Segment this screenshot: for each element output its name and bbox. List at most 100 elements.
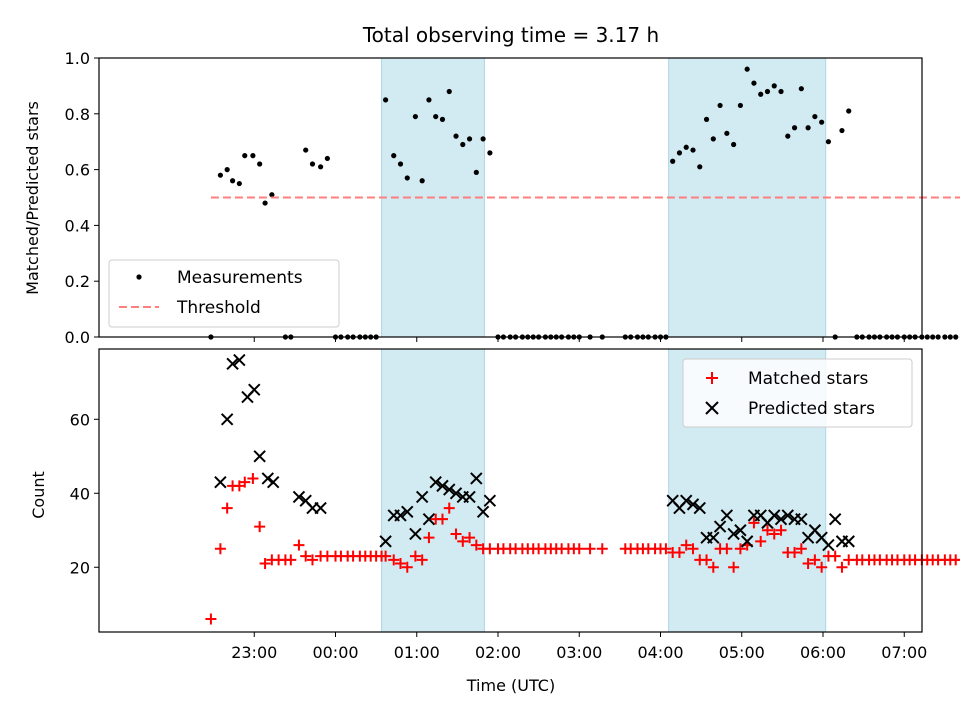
matched-stars-point <box>728 561 740 573</box>
measurement-point <box>391 153 397 159</box>
measurement-point <box>683 144 689 150</box>
predicted-stars-point <box>401 505 414 518</box>
legend-matched-marker <box>706 372 718 384</box>
measurement-point <box>324 155 330 162</box>
measurement-point <box>224 167 230 173</box>
measurement-point <box>690 147 696 153</box>
predicted-stars-point <box>292 490 306 504</box>
predicted-stars-point <box>686 498 700 511</box>
predicted-stars-point <box>463 490 476 504</box>
predicted-stars-point <box>476 505 490 518</box>
predicted-stars-point <box>828 512 842 526</box>
predicted-stars-point <box>795 512 808 526</box>
matched-stars-point <box>956 558 960 561</box>
predicted-stars-point <box>768 509 781 522</box>
matched-stars-point <box>816 561 828 573</box>
x-tick-label: 23:00 <box>231 643 277 662</box>
matched-stars-point <box>673 546 685 558</box>
measurement-point <box>791 125 798 131</box>
measurement-point <box>412 113 418 120</box>
measurement-point <box>744 66 750 72</box>
measurement-point <box>446 88 452 95</box>
predicted-stars-point <box>822 538 835 552</box>
predicted-stars-point <box>261 472 274 485</box>
predicted-stars-point <box>740 535 754 548</box>
top-y-axis: 0.0 0.2 0.4 0.6 0.8 1.0 <box>65 49 99 347</box>
x-tick-label: 00:00 <box>312 643 358 662</box>
measurement-point <box>846 108 852 114</box>
measurement-point <box>439 116 446 122</box>
y-tick-label: 1.0 <box>65 49 90 68</box>
matched-stars-point <box>470 539 482 551</box>
legend-matched-label: Matched stars <box>748 369 868 389</box>
y-tick-label: 40 <box>70 484 90 503</box>
matched-stars-point <box>259 558 271 570</box>
x-tick-label: 02:00 <box>475 643 521 662</box>
matched-stars-point <box>734 543 746 555</box>
matched-stars-point <box>829 550 841 562</box>
measurement-point <box>731 141 737 148</box>
measurement-point <box>426 97 432 103</box>
predicted-stars-point <box>220 413 234 426</box>
matched-stars-point <box>464 532 476 544</box>
matched-stars-point <box>388 554 400 566</box>
y-tick-label: 0.4 <box>65 216 90 235</box>
measurement-point <box>942 334 948 340</box>
matched-stars-point <box>584 543 596 555</box>
matched-stars-point <box>395 558 406 570</box>
measurement-point <box>703 116 710 122</box>
predicted-stars-point <box>226 357 239 371</box>
measurement-point <box>473 169 479 175</box>
measurement-point <box>453 133 459 139</box>
measurement-point <box>676 150 683 156</box>
measurement-point <box>397 161 404 167</box>
predicted-stars-point <box>379 535 392 548</box>
measurement-point <box>466 136 473 142</box>
predicted-stars-point <box>734 524 747 537</box>
top-panel-marks <box>208 66 960 340</box>
measurement-point <box>303 147 309 153</box>
matched-stars-point <box>300 550 312 562</box>
measurement-point <box>778 88 784 95</box>
x-tick-label: 01:00 <box>394 643 440 662</box>
bottom-observing-windows <box>381 348 827 633</box>
measurement-point <box>257 161 263 167</box>
measurement-point <box>953 334 959 340</box>
predicted-stars-point <box>470 472 483 485</box>
measurement-point <box>819 119 825 125</box>
predicted-stars-point <box>394 509 407 522</box>
y-tick-label: 0.8 <box>65 105 90 124</box>
legend-threshold-label: Threshold <box>176 298 261 318</box>
predicted-stars-point <box>233 353 246 367</box>
predicted-stars-point <box>483 494 497 507</box>
measurement-point <box>947 334 953 340</box>
matched-stars-point <box>306 554 318 566</box>
predicted-stars-point <box>449 487 463 500</box>
measurement-point <box>812 113 818 120</box>
bottom-legend: Matched stars Predicted stars <box>682 358 913 428</box>
matched-stars-point <box>748 517 760 529</box>
measurement-point <box>785 133 791 139</box>
matched-stars-point <box>380 550 392 562</box>
measurement-point <box>217 172 223 178</box>
matched-stars-point <box>660 543 672 555</box>
measurement-point <box>433 113 439 120</box>
matched-stars-point <box>239 476 251 488</box>
x-tick-label: 07:00 <box>881 643 927 662</box>
measurement-point <box>825 139 832 145</box>
matched-stars-point <box>443 502 455 514</box>
matched-stars-point <box>761 524 773 536</box>
measurement-point <box>839 127 845 134</box>
matched-stars-point <box>809 554 821 566</box>
matched-stars-point <box>423 532 435 544</box>
matched-stars-point <box>687 543 699 555</box>
predicted-stars-point <box>720 509 734 522</box>
predicted-stars-point <box>693 501 706 515</box>
matched-stars-point <box>802 558 814 570</box>
matched-stars-point <box>707 561 719 573</box>
matched-stars-point <box>450 528 462 540</box>
predicted-stars-point <box>253 450 266 463</box>
bottom-y-axis-label: Count <box>29 471 48 519</box>
top-legend-box <box>108 259 340 328</box>
measurement-point <box>717 102 723 109</box>
